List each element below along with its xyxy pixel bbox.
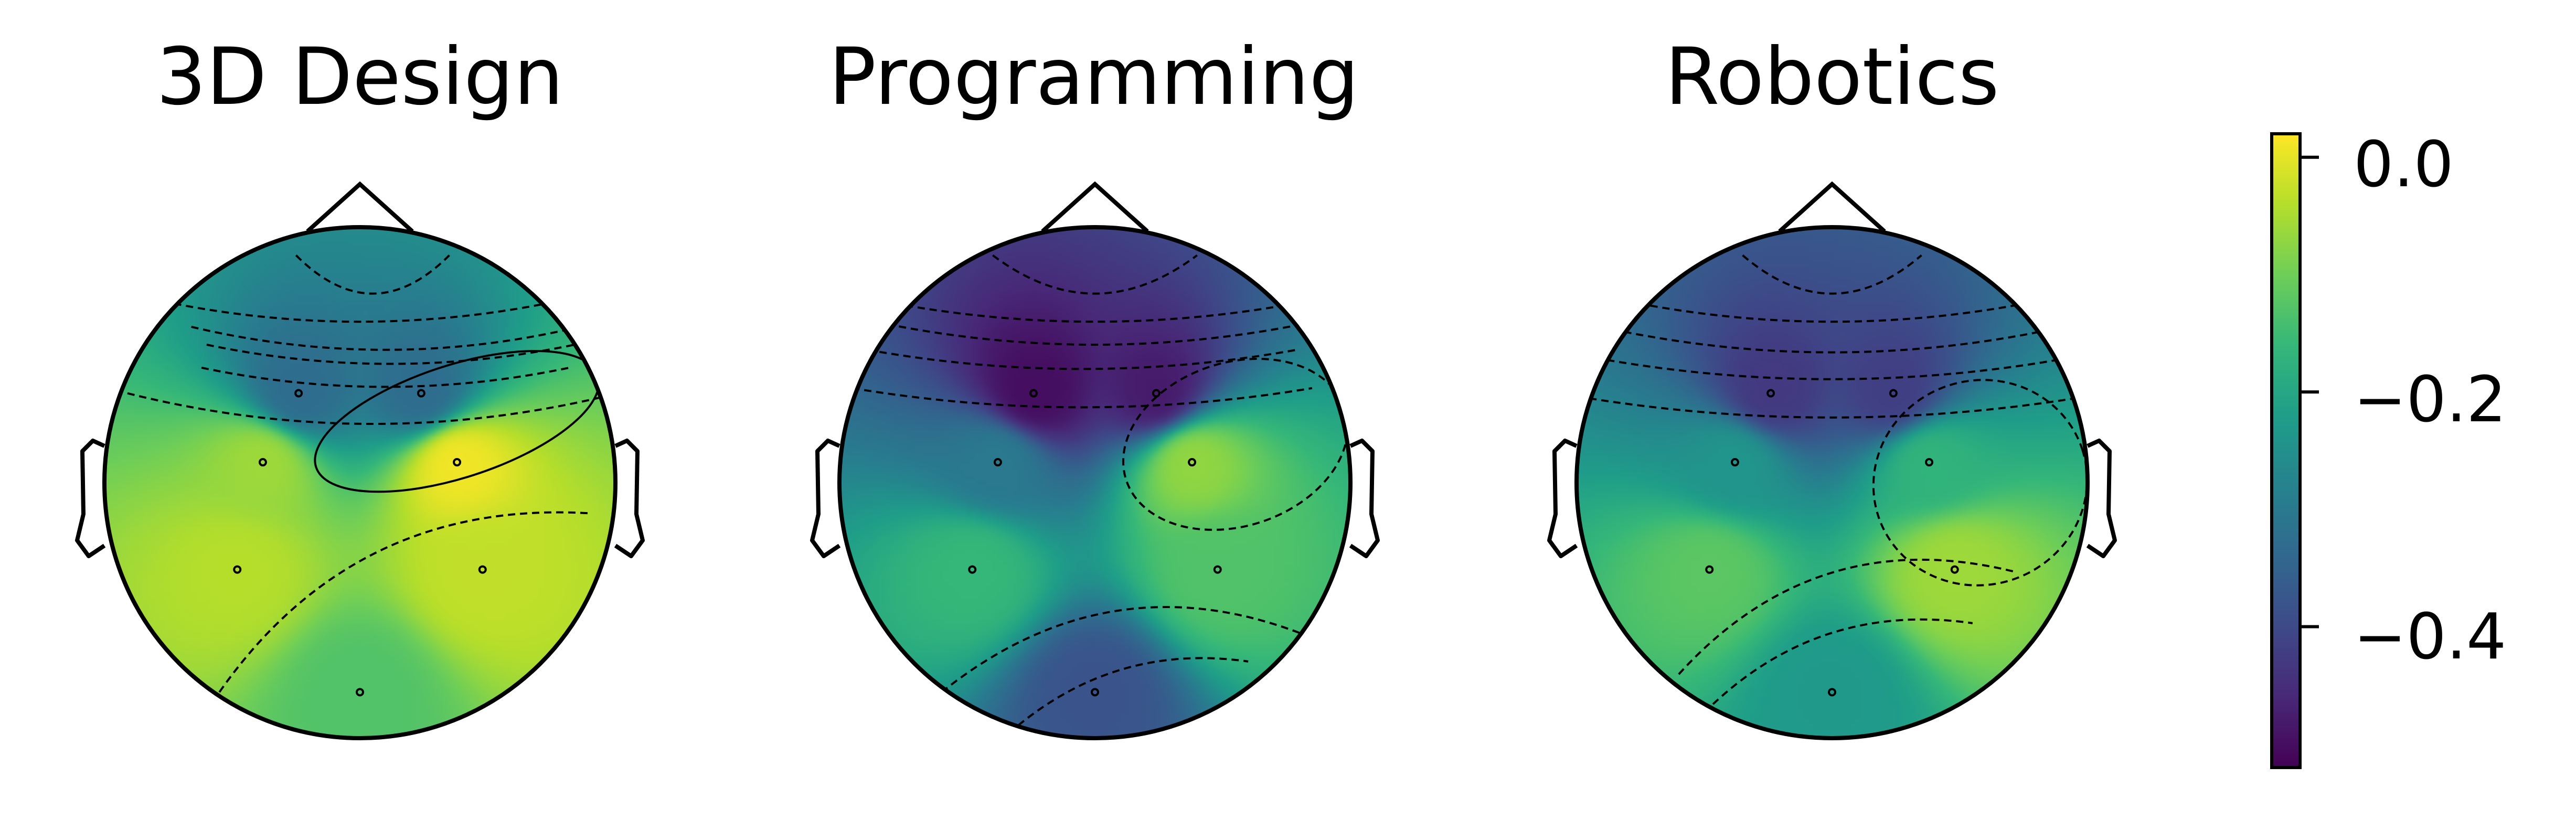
contour-line-0-3: [206, 344, 575, 365]
sensor-frontal-right-0: [453, 458, 462, 467]
panel-title-3d-design: 3D Design: [156, 31, 564, 123]
head-outline-2: [1574, 225, 2090, 740]
sensor-central-left-1: [968, 565, 977, 574]
sensor-front-right-0: [417, 389, 425, 398]
panel-title-programming: Programming: [829, 31, 1359, 123]
contour-line-1-7: [1017, 657, 1249, 727]
topomap-panel-1: [810, 181, 1380, 740]
colorbar-tick-label-2: −0.4: [2354, 601, 2506, 674]
sensor-front-left-1: [1029, 389, 1038, 398]
nose-0: [306, 181, 414, 233]
sensor-central-right-0: [478, 565, 487, 574]
ear-left-0: [75, 439, 106, 558]
colorbar-gradient: [2270, 132, 2302, 769]
contour-line-2-1: [1614, 297, 2050, 323]
sensor-central-right-2: [1950, 565, 1959, 574]
sensor-central-left-0: [233, 565, 242, 574]
sensor-frontal-left-2: [1730, 458, 1739, 467]
contour-line-2-5: [1872, 379, 2088, 587]
sensor-parietal-1: [1091, 688, 1099, 697]
contour-line-1-1: [870, 297, 1320, 323]
sensor-central-right-1: [1213, 565, 1222, 574]
contour-line-1-3: [867, 348, 1297, 370]
contour-line-2-4: [1589, 397, 2075, 419]
scalp-heatmap-0: [104, 227, 615, 738]
scalp-heatmap-2: [1577, 227, 2088, 738]
ear-left-1: [810, 439, 841, 558]
sensor-front-left-0: [294, 389, 303, 398]
topomap-panel-2: [1547, 181, 2117, 740]
contour-line-1-4: [852, 387, 1313, 409]
head-outline-0: [102, 225, 618, 740]
contour-line-1-0: [992, 254, 1198, 295]
contour-line-0-0: [295, 254, 450, 295]
contour-line-2-0: [1742, 254, 1922, 295]
colorbar: 0.0 −0.2 −0.4: [2270, 129, 2506, 769]
ear-right-0: [614, 439, 645, 558]
contour-line-0-1: [150, 297, 570, 323]
nose-1: [1041, 181, 1149, 233]
contour-line-2-6: [1678, 558, 2017, 675]
sensor-frontal-left-1: [993, 458, 1002, 467]
contour-line-2-7: [1704, 618, 1973, 713]
contour-line-0-7: [218, 511, 590, 693]
ear-right-1: [1349, 439, 1380, 558]
colorbar-tick-label-0: 0.0: [2354, 129, 2454, 201]
ear-left-2: [1547, 439, 1578, 558]
contour-line-2-2: [1612, 328, 2052, 354]
contour-line-1-2: [875, 321, 1315, 346]
panel-title-robotics: Robotics: [1665, 31, 1999, 123]
ear-right-2: [2086, 439, 2117, 558]
head-outline-1: [837, 225, 1353, 740]
sensor-frontal-right-1: [1188, 458, 1197, 467]
sensor-frontal-left-0: [258, 458, 267, 467]
contour-line-0-4: [201, 366, 570, 388]
sensor-front-right-1: [1152, 389, 1161, 398]
contour-line-1-6: [941, 606, 1321, 693]
sensor-parietal-2: [1828, 688, 1836, 697]
contour-line-0-2: [191, 325, 580, 351]
sensor-front-left-2: [1766, 389, 1775, 398]
topomap-panel-0: [75, 181, 645, 740]
sensor-parietal-0: [356, 688, 364, 697]
sensor-central-left-2: [1705, 565, 1714, 574]
scalp-heatmap-1: [839, 227, 1350, 738]
contour-line-2-3: [1607, 359, 2057, 380]
sensor-frontal-right-2: [1925, 458, 1934, 467]
sensor-front-right-2: [1889, 389, 1898, 398]
nose-2: [1778, 181, 1886, 233]
colorbar-tick-label-1: −0.2: [2354, 364, 2506, 436]
contour-line-0-5: [127, 392, 615, 425]
